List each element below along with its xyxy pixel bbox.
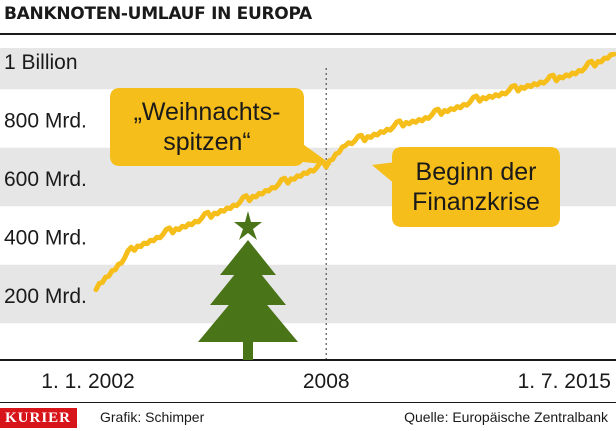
chart: 1 Billion 800 Mrd. 600 Mrd. 400 Mrd. 200 Mrd… xyxy=(0,48,616,393)
callout-finanzkrise: Beginn der Finanzkrise xyxy=(372,147,560,227)
callout-weihnachtsspitzen-text: „Weihnachts-spitzen“ xyxy=(134,98,281,156)
x-tick-label: 2008 xyxy=(303,370,350,393)
series-line xyxy=(93,51,616,293)
graphic-credit: Grafik: Schimper xyxy=(100,409,205,425)
callout-finanzkrise-text: Beginn der Finanzkrise xyxy=(412,158,540,216)
y-axis: 1 Billion 800 Mrd. 600 Mrd. 400 Mrd. 200 Mrd… xyxy=(4,51,87,308)
y-tick-label: 800 Mrd. xyxy=(4,110,87,133)
title-divider xyxy=(0,33,616,35)
chart-title: BANKNOTEN-UMLAUF IN EUROPA xyxy=(4,4,312,24)
x-tick-label: 1. 1. 2002 xyxy=(41,370,134,393)
y-tick-label: 1 Billion xyxy=(4,51,78,74)
brand-logo[interactable]: KURIER xyxy=(0,408,78,428)
y-tick-label: 200 Mrd. xyxy=(4,285,87,308)
y-tick-label: 600 Mrd. xyxy=(4,168,87,191)
x-tick-label: 1. 7. 2015 xyxy=(518,370,611,393)
y-tick-label: 400 Mrd. xyxy=(4,227,87,250)
christmas-tree-icon xyxy=(198,211,298,360)
x-axis-ticks: 1. 1. 2002 2008 1. 7. 2015 xyxy=(41,370,611,393)
grid-band xyxy=(0,264,616,324)
source-note: Quelle: Europäische Zentralbank xyxy=(404,409,608,425)
star-icon xyxy=(234,211,262,240)
footer-divider xyxy=(0,402,616,403)
callout-weihnachtsspitzen: „Weihnachts-spitzen“ xyxy=(110,88,332,166)
grid-band xyxy=(0,48,616,90)
